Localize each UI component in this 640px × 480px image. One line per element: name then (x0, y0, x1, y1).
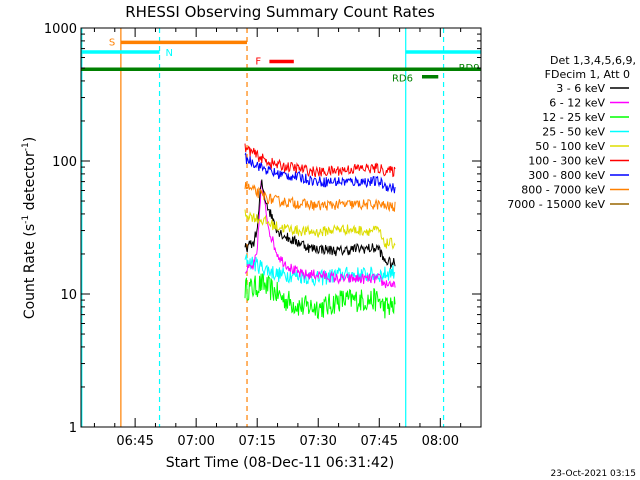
legend-label-25-50keV: 25 - 50 keV (542, 126, 605, 139)
generation-timestamp: 23-Oct-2021 03:15 (551, 469, 636, 479)
x-tick-label-08:00: 08:00 (422, 434, 459, 449)
series-line-12-25keV (244, 273, 396, 320)
series-line-6-12keV (244, 180, 396, 289)
series-line-50-100keV (244, 209, 396, 250)
vertical-markers (81, 28, 445, 427)
legend-header-detectors: Det 1,3,4,5,6,9, (550, 54, 636, 67)
chart-title: RHESSI Observing Summary Count Rates (125, 3, 435, 21)
series-lines (244, 143, 396, 320)
legend-label-50-100keV: 50 - 100 keV (535, 140, 605, 153)
legend: Det 1,3,4,5,6,9,FDecim 1, Att 03 - 6 keV… (507, 54, 636, 211)
legend-label-3-6keV: 3 - 6 keV (556, 82, 605, 95)
y-tick-label-100: 100 (52, 155, 77, 170)
y-axis-label-exp1: -1 (21, 215, 31, 224)
flag-label-s: S (109, 37, 115, 48)
flag-label-n: N (166, 48, 173, 59)
y-axis-label-main: Count Rate (s (22, 224, 38, 319)
flag-label-f: F (255, 56, 261, 67)
y-axis-label-exp2: -1 (21, 142, 31, 151)
x-tick-label-07:15: 07:15 (238, 434, 275, 449)
series-line-300-800keV (244, 151, 396, 194)
y-axis-label-end: ) (22, 137, 38, 142)
y-tick-label-1000: 1000 (44, 22, 77, 37)
flag-annotations: S N F RD6 RD9 (81, 37, 481, 85)
x-tick-label-07:30: 07:30 (299, 434, 336, 449)
legend-label-100-300keV: 100 - 300 keV (528, 155, 605, 168)
flag-label-rd9: RD9 (459, 63, 480, 74)
y-tick-label-10: 10 (60, 288, 77, 303)
y-tick-label-1: 1 (69, 421, 77, 436)
x-axis-label: Start Time (08-Dec-11 06:31:42) (166, 455, 394, 471)
legend-label-12-25keV: 12 - 25 keV (542, 111, 605, 124)
series-line-3-6keV (244, 179, 396, 270)
legend-label-7000-15000keV: 7000 - 15000 keV (507, 198, 605, 211)
flag-label-rd6: RD6 (392, 74, 413, 85)
legend-header-decimation: FDecim 1, Att 0 (545, 68, 630, 81)
x-tick-label-06:45: 06:45 (116, 434, 153, 449)
y-axis-label: Count Rate (s-1 detector-1) (21, 137, 38, 319)
series-line-100-300keV (244, 143, 396, 178)
series-line-800-7000keV (244, 181, 396, 213)
x-tick-label-07:00: 07:00 (177, 434, 214, 449)
axes-ticks: 06:45 07:00 07:15 07:30 07:45 08:00 1 10 100 1000 (44, 22, 482, 449)
legend-label-800-7000keV: 800 - 7000 keV (521, 184, 605, 197)
x-tick-label-07:45: 07:45 (361, 434, 398, 449)
plot-frame (80, 27, 482, 428)
legend-label-6-12keV: 6 - 12 keV (549, 97, 605, 110)
legend-label-300-800keV: 300 - 800 keV (528, 169, 605, 182)
y-axis-label-mid: detector (22, 151, 38, 215)
